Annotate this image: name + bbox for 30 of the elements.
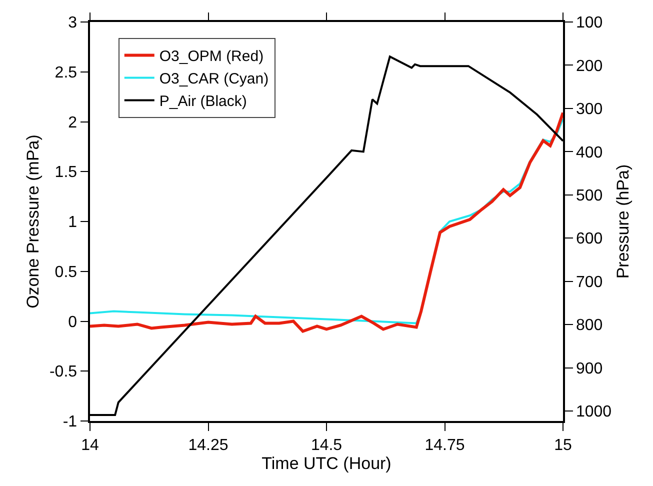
y2-tick-label: 100 <box>576 14 603 32</box>
legend-label: O3_CAR (Cyan) <box>159 70 269 88</box>
x-tick-label: 14.25 <box>188 436 228 454</box>
x-tick-label: 15 <box>554 436 572 454</box>
x-tick-label: 14.75 <box>424 436 465 454</box>
y-tick-label: 0 <box>68 314 78 331</box>
y-tick-label: -1 <box>62 414 78 431</box>
y-tick-label: 3 <box>68 14 78 32</box>
y2-tick-label: 300 <box>576 101 603 118</box>
y-axis-title: Ozone Pressure (mPa) <box>24 134 43 308</box>
y2-tick-label: 600 <box>576 230 603 248</box>
legend-label: P_Air (Black) <box>159 93 247 110</box>
y-tick-label: 1.5 <box>54 164 78 182</box>
y2-tick-label: 700 <box>576 274 603 291</box>
y-tick-label: 2 <box>68 114 78 132</box>
x-tick-label: 14 <box>81 436 99 454</box>
y2-tick-label: 400 <box>576 144 603 162</box>
y2-axis-title: Pressure (hPa) <box>614 164 633 279</box>
y2-tick-label: 900 <box>576 360 603 378</box>
x-axis-title: Time UTC (Hour) <box>262 454 392 473</box>
y-tick-label: 2.5 <box>54 64 78 82</box>
y2-tick-label: 800 <box>576 317 603 334</box>
y-tick-label: -0.5 <box>49 364 78 381</box>
y2-tick-label: 500 <box>576 188 603 205</box>
legend-label: O3_OPM (Red) <box>159 48 264 66</box>
y-tick-label: 0.5 <box>54 264 78 281</box>
x-tick-label: 14.5 <box>310 436 342 454</box>
y-tick-label: 1 <box>68 214 78 232</box>
y2-tick-label: 200 <box>576 58 603 75</box>
y2-tick-label: 1000 <box>576 404 612 421</box>
